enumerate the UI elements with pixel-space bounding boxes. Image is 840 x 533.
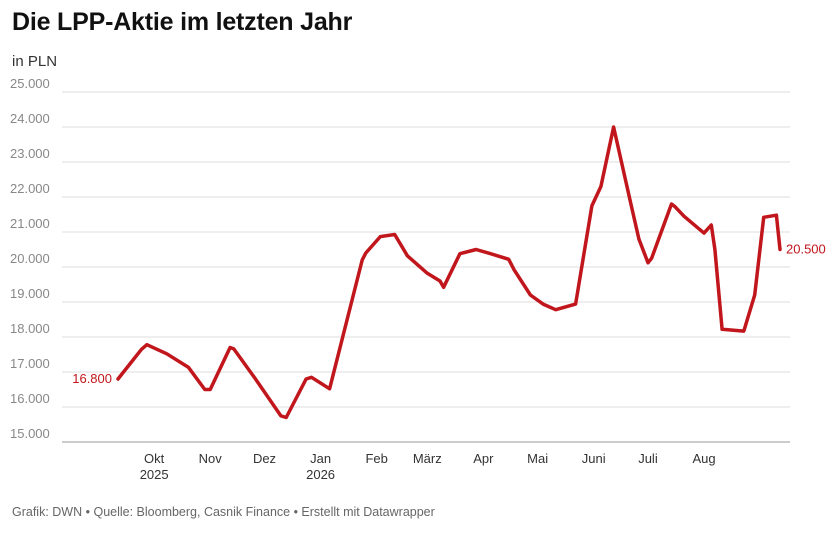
footer-tool: Erstellt mit Datawrapper (301, 505, 435, 519)
x-tick-label: Mai (527, 451, 548, 466)
y-tick-label: 21.000 (10, 216, 50, 231)
x-tick-label: Apr (473, 451, 494, 466)
x-tick-label: Nov (199, 451, 223, 466)
x-tick-label: Dez (253, 451, 276, 466)
x-tick-label: Jan (310, 451, 331, 466)
chart-subtitle: in PLN (12, 53, 58, 70)
y-tick-label: 20.000 (10, 251, 50, 266)
end-value-label: 20.500 (786, 242, 826, 257)
start-value-label: 16.800 (72, 371, 112, 386)
y-tick-label: 18.000 (10, 321, 50, 336)
footer: Grafik: DWN • Quelle: Bloomberg, Casnik … (12, 505, 435, 519)
x-tick-label: März (413, 451, 442, 466)
footer-credit: Grafik: DWN (12, 505, 83, 519)
x-tick-label: Juni (582, 451, 606, 466)
y-tick-label: 16.000 (10, 391, 50, 406)
x-tick-label: Aug (692, 451, 715, 466)
y-tick-label: 23.000 (10, 146, 50, 161)
footer-source: Quelle: Bloomberg, Casnik Finance (93, 505, 291, 519)
footer-separator: • (290, 505, 302, 519)
y-tick-label: 25.000 (10, 76, 50, 91)
y-tick-label: 19.000 (10, 286, 50, 301)
chart-title: Die LPP-Aktie im letzten Jahr (12, 8, 353, 36)
y-axis-ticks: 15.000 16.000 17.000 18.000 19.000 20.000 21.0… (10, 76, 50, 441)
series-line (116, 125, 782, 420)
x-tick-label: Feb (365, 451, 387, 466)
x-tick-label: Juli (638, 451, 658, 466)
x-tick-year-label: 2026 (306, 467, 335, 482)
footer-separator: • (82, 505, 94, 519)
x-tick-year-label: 2025 (140, 467, 169, 482)
y-tick-label: 15.000 (10, 426, 50, 441)
y-tick-label: 22.000 (10, 181, 50, 196)
y-tick-label: 17.000 (10, 356, 50, 371)
x-tick-label: Okt (144, 451, 165, 466)
gridlines (62, 91, 790, 443)
y-tick-label: 24.000 (10, 111, 50, 126)
